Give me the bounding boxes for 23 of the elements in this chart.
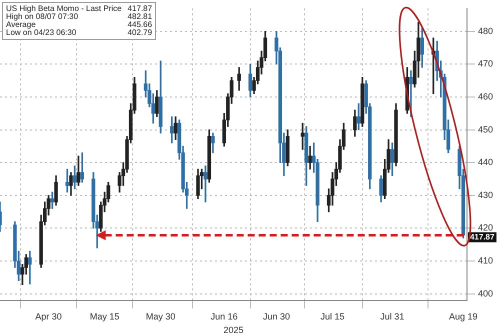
x-tick-label: Apr 30 <box>35 311 62 322</box>
x-tick-label: Jun 16 <box>210 311 238 322</box>
y-tick-label: 410 <box>478 256 494 266</box>
y-tick-label: 400 <box>478 288 494 298</box>
y-tick-label: 460 <box>478 91 494 102</box>
x-tick-label: Aug 19 <box>448 311 478 322</box>
x-tick-label: May 15 <box>90 311 120 322</box>
y-tick-label: 450 <box>478 124 494 134</box>
y-tick-label: 420 <box>478 222 494 233</box>
annotation: US High Beta Momo - Last Price 417.87 <box>6 4 152 13</box>
y-tick-label: 440 <box>478 157 494 168</box>
x-axis-title: 2025 <box>223 325 244 336</box>
x-tick-label: Jun 30 <box>262 311 290 322</box>
y-tick-label: 430 <box>478 190 494 200</box>
x-tick-label: Jul 15 <box>320 311 345 322</box>
y-tick-label: 480 <box>478 26 494 36</box>
text: Average 445.66 <box>6 20 152 29</box>
y-tick-label: 470 <box>478 58 494 69</box>
text: Low on 04/23 06:30 402.79 <box>6 28 152 37</box>
ref-line-label: 417.87 <box>470 232 496 242</box>
x-tick-label: May 30 <box>146 311 176 322</box>
x-tick-label: Jul 31 <box>380 311 404 322</box>
text: High on 08/07 07:30 482.81 <box>6 12 152 21</box>
